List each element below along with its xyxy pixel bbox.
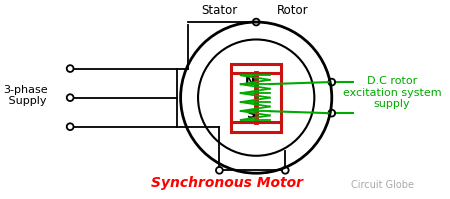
Text: Stator: Stator	[201, 4, 238, 17]
Text: Rotor: Rotor	[277, 4, 309, 17]
Text: S: S	[246, 108, 255, 121]
Bar	[231, 122, 281, 132]
Text: 3-phase
 Supply: 3-phase Supply	[3, 85, 48, 106]
Text: Synchronous Motor: Synchronous Motor	[151, 176, 303, 190]
Bar	[231, 64, 281, 73]
Text: D.C rotor
excitation system
supply: D.C rotor excitation system supply	[342, 76, 441, 109]
Text: N: N	[245, 75, 256, 88]
Text: Circuit Globe: Circuit Globe	[351, 180, 414, 190]
